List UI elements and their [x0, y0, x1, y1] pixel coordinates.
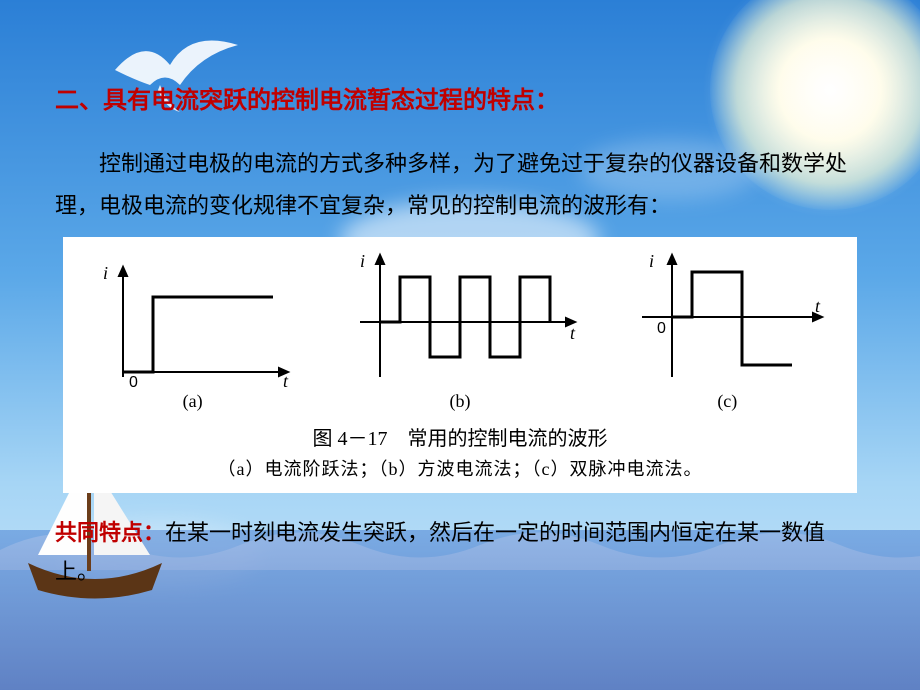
section-heading: 二、具有电流突跃的控制电流暂态过程的特点： [55, 80, 865, 115]
intro-paragraph: 控制通过电极的电流的方式多种多样，为了避免过于复杂的仪器设备和数学处理，电极电流… [55, 143, 865, 227]
axis-i-label: i [103, 263, 108, 283]
figure-caption: 图 4－17 常用的控制电流的波形 [69, 422, 851, 451]
conclusion-lead: 共同特点： [55, 520, 165, 545]
axis-origin: 0 [129, 374, 138, 387]
axis-t-label: t [815, 296, 821, 316]
charts-row: i t 0 (a) i t ( [69, 247, 851, 412]
slide-content: 二、具有电流突跃的控制电流暂态过程的特点： 控制通过电极的电流的方式多种多样，为… [0, 0, 920, 592]
chart-a-label: (a) [83, 391, 303, 412]
figure-subcaption: （a）电流阶跃法；（b）方波电流法；（c）双脉冲电流法。 [69, 455, 851, 481]
chart-b-label: (b) [330, 391, 590, 412]
chart-c: i t 0 (c) [617, 247, 837, 412]
axis-t-label: t [283, 371, 289, 387]
chart-c-label: (c) [617, 391, 837, 412]
axis-t-label: t [570, 323, 576, 343]
chart-b: i t (b) [330, 247, 590, 412]
chart-a: i t 0 (a) [83, 257, 303, 412]
conclusion: 共同特点：在某一时刻电流发生突跃，然后在一定的时间范围内恒定在某一数值上。 [55, 513, 865, 592]
figure-block: i t 0 (a) i t ( [63, 237, 857, 493]
axis-i-label: i [360, 251, 365, 271]
conclusion-body: 在某一时刻电流发生突跃，然后在一定的时间范围内恒定在某一数值上。 [55, 520, 825, 585]
axis-origin: 0 [657, 320, 666, 337]
axis-i-label: i [649, 251, 654, 271]
